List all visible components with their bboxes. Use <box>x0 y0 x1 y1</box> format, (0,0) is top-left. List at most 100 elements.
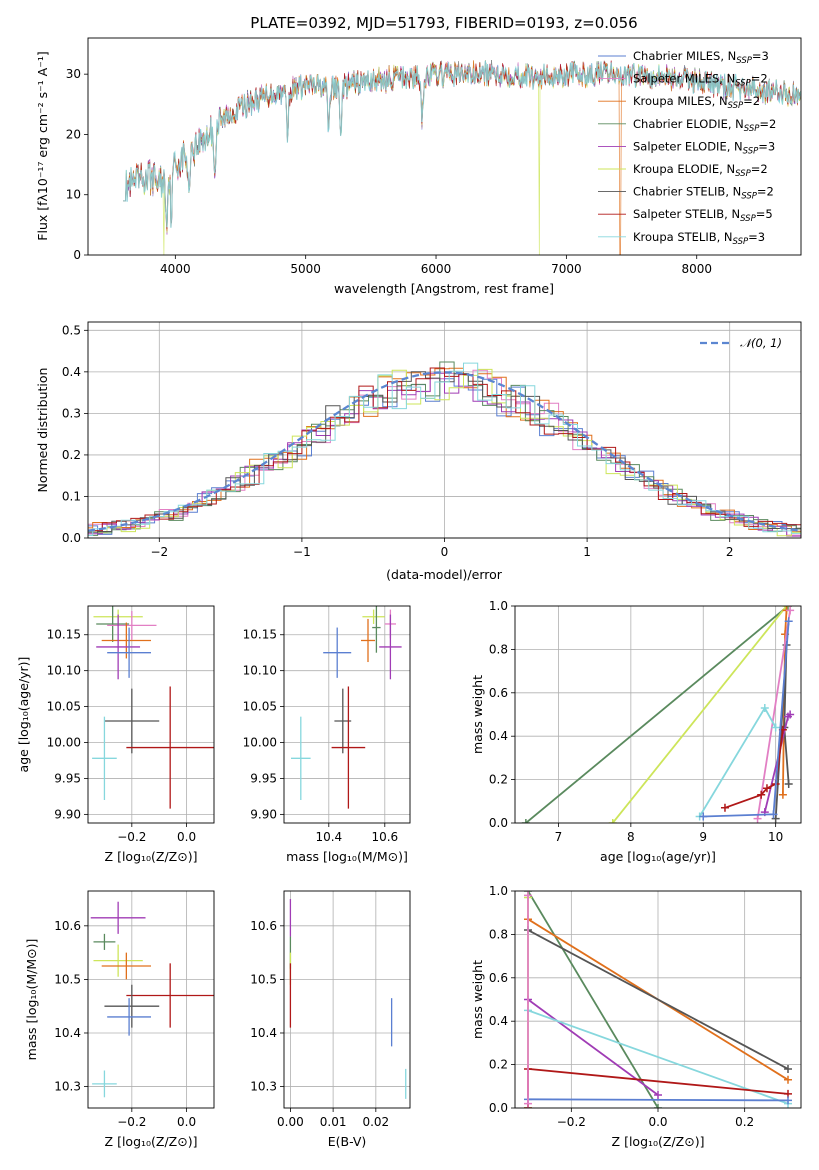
ytick-label: 0.6 <box>489 971 508 985</box>
panel-frame <box>87 605 215 824</box>
xtick-label: −0.2 <box>117 830 146 844</box>
weight-line-salpeter-elodie <box>527 998 659 1096</box>
legend-label-kroupa-miles: Kroupa MILES, NSSP=2 <box>633 94 760 111</box>
weight-marker-chabrier-miles <box>784 1096 792 1105</box>
xtick-label: −0.2 <box>557 1115 586 1129</box>
xlabel: Z [log₁₀(Z/Z⊙)] <box>105 849 198 864</box>
xlabel: E(B-V) <box>328 1134 367 1149</box>
ytick-label: 0.6 <box>489 686 508 700</box>
ytick-label: 0.8 <box>489 642 508 656</box>
ytick-label: 9.95 <box>250 771 277 785</box>
weight-marker-chabrier-miles <box>784 617 793 626</box>
weight-line-chabrier-elodie <box>525 606 789 823</box>
ytick-label: 9.95 <box>54 771 81 785</box>
xtick-label: 0.0 <box>177 1115 196 1129</box>
ytick-label: 9.90 <box>250 807 277 821</box>
xtick-label: 0.02 <box>362 1115 389 1129</box>
ytick-label: 0.2 <box>489 1058 508 1072</box>
panel-marks <box>90 901 214 1098</box>
weight-marker-chabrier-miles <box>769 810 778 819</box>
weight-marker-salpeter-miles <box>753 814 762 823</box>
residuals-hist-salpeter-elodie <box>88 372 801 537</box>
ytick-label: 10.5 <box>250 972 277 986</box>
spectrum-xlabel: wavelength [Angstrom, rest frame] <box>334 281 554 296</box>
ytick-label: 10.05 <box>243 700 277 714</box>
age-vs-metallicity-panel: −0.2 0.0 9.90 9.95 10.00 10.05 10.10 10.15 Z [lo… <box>16 605 215 864</box>
ytick-label: 9.90 <box>54 807 81 821</box>
legend-label-normal: 𝒩(0, 1) <box>740 336 782 350</box>
ytick-label: 0.0 <box>489 816 508 830</box>
legend-label-chabrier-miles: Chabrier MILES, NSSP=3 <box>633 49 769 66</box>
ytick-label: 10.00 <box>243 736 277 750</box>
ytick-label: 10.3 <box>250 1080 277 1094</box>
ytick-label: 0.8 <box>489 927 508 941</box>
weight-marker-chabrier-stelib <box>784 1064 792 1073</box>
weight-marker-salpeter-miles <box>786 606 795 615</box>
spectrum-line-kroupa-elodie <box>123 60 801 255</box>
residuals-legend: 𝒩(0, 1) <box>700 336 782 350</box>
weight-marker-salpeter-miles <box>524 891 532 900</box>
spectrum-ytick-label: 30 <box>66 67 81 81</box>
age-vs-mass-panel: 10.4 10.6 9.90 9.95 10.00 10.05 10.10 10.15 mass… <box>243 605 411 864</box>
weight-marker-chabrier-stelib <box>784 779 793 788</box>
panel-marks <box>524 891 792 1108</box>
ytick-label: 1.0 <box>489 884 508 898</box>
panel-frame <box>87 890 215 1109</box>
weight-marker-kroupa-miles <box>778 790 787 799</box>
weight-marker-chabrier-elodie <box>521 819 530 823</box>
weight-line-chabrier-stelib <box>527 929 789 1070</box>
legend-label-salpeter-elodie: Salpeter ELODIE, NSSP=3 <box>633 139 775 156</box>
ytick-label: 0.0 <box>489 1101 508 1115</box>
weight-marker-kroupa-elodie <box>608 819 617 823</box>
mass-vs-metallicity-panel: −0.2 0.0 10.3 10.4 10.5 10.6 Z [log₁₀(Z/Z⊙)] ma… <box>24 890 215 1149</box>
spectrum-title: PLATE=0392, MJD=51793, FIBERID=0193, z=0… <box>250 14 637 32</box>
residuals-ytick-label: 0.5 <box>62 323 81 337</box>
spectrum-ytick-label: 10 <box>66 188 81 202</box>
weight-marker-salpeter-elodie <box>654 1090 662 1099</box>
weight-marker-kroupa-stelib <box>771 723 780 732</box>
weight-marker-salpeter-stelib <box>757 790 766 799</box>
weight-marker-kroupa-miles <box>784 1075 792 1084</box>
panel-grid <box>88 891 214 1108</box>
weight-line-salpeter-miles <box>756 610 791 819</box>
ytick-label: 10.3 <box>54 1080 81 1094</box>
spectrum-ytick-label: 20 <box>66 127 81 141</box>
spectrum-xtick-label: 8000 <box>681 262 712 276</box>
weight-marker-kroupa-stelib <box>760 703 769 712</box>
residuals-xtick-label: 0 <box>441 545 449 559</box>
ytick-label: 10.05 <box>47 700 81 714</box>
residuals-xtick-label: −2 <box>150 545 168 559</box>
weight-line-kroupa-stelib <box>527 1009 789 1105</box>
ytick-label: 10.5 <box>54 972 81 986</box>
weight-line-chabrier-stelib <box>774 645 790 819</box>
spectrum-xtick-label: 6000 <box>421 262 452 276</box>
mass-vs-extinction-panel: 0.00 0.01 0.02 10.3 10.4 10.5 10.6 E(B-V) <box>250 890 411 1149</box>
xlabel: Z [log₁₀(Z/Z⊙)] <box>612 1134 705 1149</box>
ytick-label: 10.4 <box>250 1026 277 1040</box>
panel-marks <box>92 606 214 809</box>
weight-marker-chabrier-miles <box>699 812 708 821</box>
ytick-label: 10.00 <box>47 736 81 750</box>
weight-vs-metallicity-panel: −0.2 0.0 0.2 0.0 0.2 0.4 0.6 0.8 1.0 Z [log₁₀(Z/Z… <box>470 884 802 1149</box>
xtick-label: 0.00 <box>277 1115 304 1129</box>
ylabel: mass weight <box>470 960 485 1039</box>
weight-line-chabrier-elodie <box>527 891 659 1108</box>
spectrum-legend: Chabrier MILES, NSSP=3 Salpeter MILES, NS… <box>598 49 776 247</box>
panel-grid <box>284 606 410 823</box>
xtick-label: 10 <box>768 830 783 844</box>
legend-label-kroupa-elodie: Kroupa ELODIE, NSSP=2 <box>633 162 768 179</box>
xtick-label: 7 <box>555 830 563 844</box>
weight-marker-chabrier-elodie <box>783 606 792 610</box>
xtick-label: 0.01 <box>320 1115 347 1129</box>
xtick-label: 0.2 <box>735 1115 754 1129</box>
xlabel: mass [log₁₀(M/M⊙)] <box>286 849 408 864</box>
panel-grid <box>88 606 214 823</box>
residuals-ytick-label: 0.2 <box>62 448 81 462</box>
legend-label-kroupa-stelib: Kroupa STELIB, NSSP=3 <box>633 230 765 247</box>
spectrum-frame <box>87 37 802 256</box>
weight-marker-salpeter-elodie <box>786 710 795 719</box>
weight-vs-age-panel: 7 8 9 10 0.0 0.2 0.4 0.6 0.8 1.0 age [log₁₀(age/yr… <box>470 599 802 864</box>
legend-label-chabrier-stelib: Chabrier STELIB, NSSP=2 <box>633 185 774 202</box>
residuals-xtick-label: 1 <box>583 545 591 559</box>
